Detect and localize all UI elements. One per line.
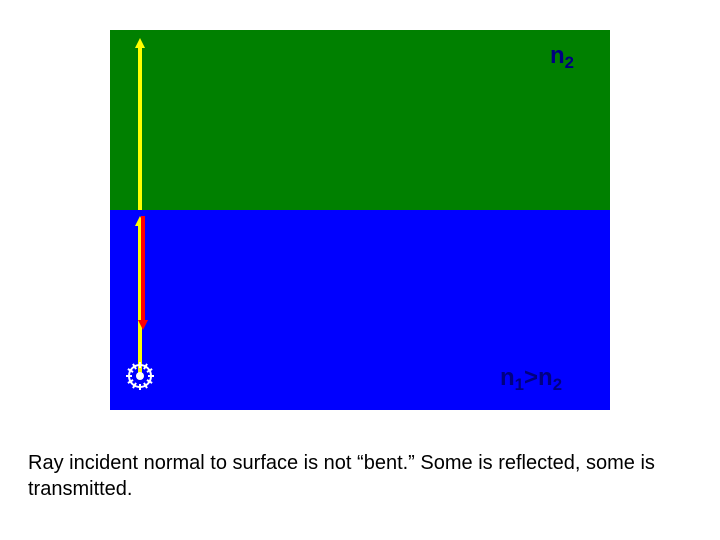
caption-text: Ray incident normal to surface is not “b… [28,450,692,502]
rays-svg [110,30,610,410]
refraction-diagram: n2 n1>n2 [110,30,610,410]
